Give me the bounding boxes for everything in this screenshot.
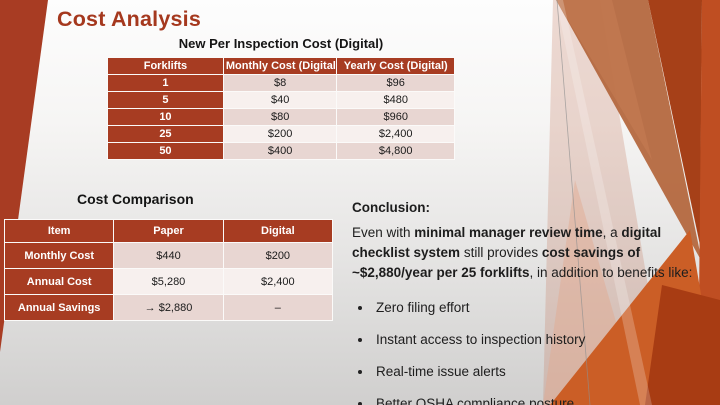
data-cell: → $2,880 (113, 294, 224, 321)
bullet-dot-icon (358, 337, 362, 342)
comparison-table-heading: Cost Comparison (77, 191, 194, 207)
bullet-text: Better OSHA compliance posture (376, 396, 575, 405)
data-cell: $200 (222, 242, 334, 269)
column-header: Monthly Cost (Digital) (222, 57, 338, 75)
bullet-dot-icon (358, 401, 362, 405)
conclusion-bullet: Zero filing effort (358, 298, 697, 317)
data-cell: $480 (336, 91, 455, 109)
column-header: Item (3, 219, 115, 243)
paragraph-line: Even with minimal manager review time, a… (352, 225, 662, 240)
data-cell: $400 (222, 142, 338, 160)
row-header-cell: 25 (107, 125, 224, 143)
row-header-cell: Annual Savings (3, 294, 115, 321)
row-header-cell: 1 (107, 74, 224, 92)
data-cell: $960 (336, 108, 455, 126)
data-cell: $2,400 (222, 268, 334, 295)
bullet-text: Real-time issue alerts (376, 364, 506, 379)
data-cell: $8 (222, 74, 338, 92)
cost-comparison-table: Item Paper Digital Monthly Cost $440 $200 Annu… (3, 219, 334, 321)
table-row: 5 $40 $480 (107, 91, 455, 109)
column-header: Digital (222, 219, 334, 243)
data-cell: $4,800 (336, 142, 455, 160)
row-header-cell: 10 (107, 108, 224, 126)
conclusion-bullet-list: Zero filing effort Instant access to insp… (352, 298, 697, 405)
row-header-cell: 50 (107, 142, 224, 160)
data-cell: $2,400 (336, 125, 455, 143)
bullet-dot-icon (358, 369, 362, 374)
right-edge-strip-shape (698, 0, 720, 405)
column-header: Forklifts (107, 57, 224, 75)
table-row: 50 $400 $4,800 (107, 142, 455, 160)
row-header-cell: Annual Cost (3, 268, 115, 295)
conclusion-bullet: Better OSHA compliance posture (358, 394, 697, 405)
conclusion-bullet: Real-time issue alerts (358, 362, 697, 381)
row-header-cell: Monthly Cost (3, 242, 115, 269)
table-row: 10 $80 $960 (107, 108, 455, 126)
column-header: Paper (113, 219, 224, 243)
conclusion-bullet: Instant access to inspection history (358, 330, 697, 349)
data-cell: $96 (336, 74, 455, 92)
bullet-text: Zero filing effort (376, 300, 470, 315)
table-row: Annual Savings → $2,880– (3, 294, 334, 321)
bullet-text: Instant access to inspection history (376, 332, 586, 347)
table-row: 25 $200 $2,400 (107, 125, 455, 143)
conclusion-section: Conclusion: Even with minimal manager re… (352, 200, 697, 405)
table-row: Monthly Cost $440 $200 (3, 242, 334, 269)
table-row: 1 $8 $96 (107, 74, 455, 92)
conclusion-paragraph: Even with minimal manager review time, a… (352, 223, 697, 283)
table-row: Annual Cost $5,280 $2,400 (3, 268, 334, 295)
data-cell: $5,280 (113, 268, 224, 295)
data-cell: $80 (222, 108, 338, 126)
paragraph-line: ~$2,880/year per 25 forklifts, in additi… (352, 265, 693, 280)
conclusion-heading: Conclusion: (352, 200, 430, 215)
data-cell: $40 (222, 91, 338, 109)
data-cell: $440 (113, 242, 224, 269)
paragraph-line: checklist system still provides cost sav… (352, 245, 641, 260)
data-cell: – (222, 294, 334, 321)
row-header-cell: 5 (107, 91, 224, 109)
light-brown-overlay-shape (556, 0, 652, 160)
inspection-table-heading: New Per Inspection Cost (Digital) (178, 36, 384, 51)
inspection-cost-table: Forklifts Monthly Cost (Digital) Yearly Co… (107, 57, 455, 160)
column-header: Yearly Cost (Digital) (336, 57, 455, 75)
bullet-dot-icon (358, 305, 362, 310)
data-cell: $200 (222, 125, 338, 143)
slide-title: Cost Analysis (57, 7, 201, 31)
